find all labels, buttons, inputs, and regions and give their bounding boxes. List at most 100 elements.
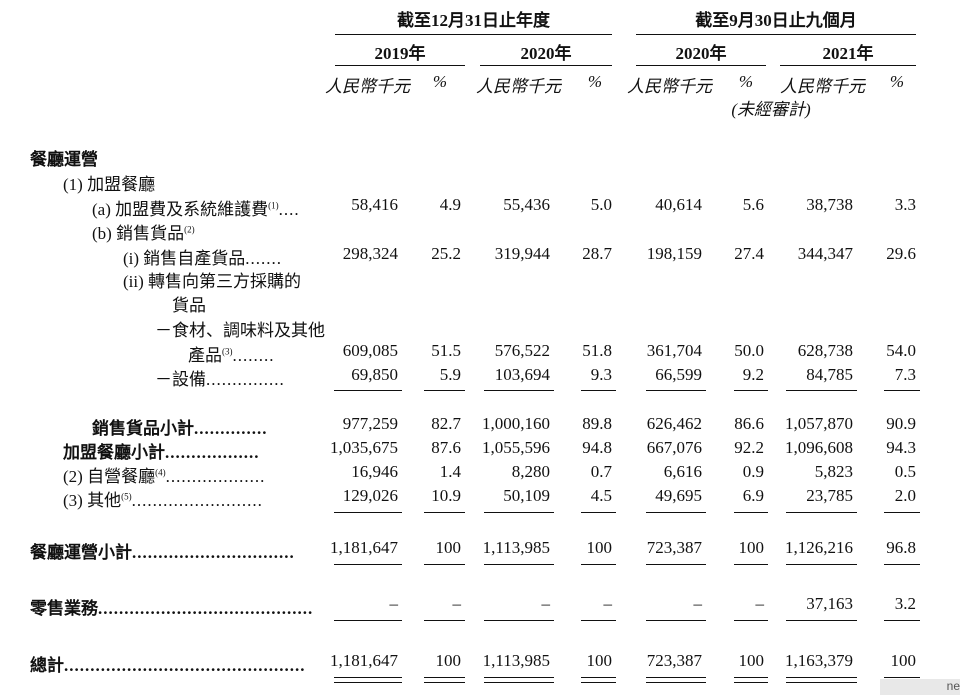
percent-cell: 27.4 — [734, 244, 764, 263]
percent-cell: – — [755, 594, 765, 613]
row-label: 零售業務....................................… — [30, 599, 314, 618]
percent-cell: 1.4 — [439, 462, 461, 481]
row-label: (1) 加盟餐廳 — [63, 175, 156, 194]
row-label: 加盟餐廳小計.................. — [63, 443, 260, 462]
percent-cell: 10.9 — [431, 486, 461, 505]
underline — [734, 620, 768, 621]
underline — [424, 512, 465, 513]
amount-cell: 1,000,160 — [482, 414, 550, 433]
amount-cell: 1,181,647 — [330, 651, 398, 670]
year-rule — [780, 65, 916, 66]
underline — [884, 620, 920, 621]
percent-cell: 4.5 — [590, 486, 612, 505]
underline — [334, 512, 402, 513]
underline — [884, 512, 920, 513]
amount-cell: 103,694 — [494, 365, 550, 384]
double-underline — [334, 677, 402, 683]
percent-cell: 25.2 — [431, 244, 461, 263]
underline — [646, 512, 706, 513]
percent-cell: 0.7 — [590, 462, 612, 481]
amount-cell: 50,109 — [503, 486, 550, 505]
amount-cell: 361,704 — [646, 341, 702, 360]
row-label: 餐廳運營 — [30, 150, 98, 169]
double-underline — [786, 677, 857, 683]
amount-cell: 576,522 — [494, 341, 550, 360]
unit-rmb: 人民幣千元 — [325, 77, 410, 96]
header-group-nine-months: 截至9月30日止九個月 — [695, 11, 857, 30]
percent-cell: 90.9 — [886, 414, 916, 433]
underline — [484, 564, 554, 565]
percent-cell: 7.3 — [894, 365, 916, 384]
header-group-annual: 截至12月31日止年度 — [397, 11, 550, 30]
amount-cell: 626,462 — [646, 414, 702, 433]
amount-cell: 5,823 — [814, 462, 853, 481]
underline — [734, 564, 768, 565]
row-label: 總計......................................… — [30, 656, 306, 675]
percent-cell: 100 — [738, 538, 765, 557]
percent-cell: 51.5 — [431, 341, 461, 360]
row-label: 產品(3)........ — [188, 346, 275, 365]
underline — [786, 390, 857, 391]
row-label: (b) 銷售貨品(2) — [92, 224, 195, 243]
percent-cell: 2.0 — [894, 486, 916, 505]
percent-cell: 4.9 — [439, 195, 461, 214]
amount-cell: 37,163 — [806, 594, 853, 613]
underline — [884, 390, 920, 391]
amount-cell: 1,126,216 — [785, 538, 853, 557]
percent-cell: 100 — [586, 651, 613, 670]
row-label: (a) 加盟費及系統維護費(1).... — [92, 200, 300, 219]
percent-cell: 5.0 — [590, 195, 612, 214]
double-underline — [581, 677, 616, 683]
amount-cell: – — [541, 594, 551, 613]
unit-pct: % — [738, 72, 754, 91]
underline — [581, 564, 616, 565]
amount-cell: 319,944 — [494, 244, 550, 263]
amount-cell: 723,387 — [646, 651, 702, 670]
amount-cell: 16,946 — [351, 462, 398, 481]
percent-cell: 100 — [890, 651, 917, 670]
year-rule — [636, 65, 766, 66]
header-rule — [335, 34, 612, 35]
amount-cell: 1,035,675 — [330, 438, 398, 457]
percent-cell: 89.8 — [582, 414, 612, 433]
percent-cell: 9.3 — [590, 365, 612, 384]
percent-cell: 5.9 — [439, 365, 461, 384]
underline — [786, 620, 857, 621]
underline — [734, 390, 768, 391]
unit-pct: % — [432, 72, 448, 91]
underline — [786, 512, 857, 513]
percent-cell: 92.2 — [734, 438, 764, 457]
percent-cell: 6.9 — [742, 486, 764, 505]
header-rule — [636, 34, 916, 35]
underline — [334, 564, 402, 565]
row-label: 銷售貨品小計.............. — [92, 419, 268, 438]
amount-cell: 1,163,379 — [785, 651, 853, 670]
underline — [334, 620, 402, 621]
underline — [646, 620, 706, 621]
double-underline — [424, 677, 465, 683]
underline — [334, 390, 402, 391]
percent-cell: 100 — [435, 538, 462, 557]
percent-cell: 94.3 — [886, 438, 916, 457]
underline — [581, 512, 616, 513]
year-rule — [335, 65, 465, 66]
amount-cell: 609,085 — [342, 341, 398, 360]
amount-cell: 1,181,647 — [330, 538, 398, 557]
underline — [484, 390, 554, 391]
percent-cell: 96.8 — [886, 538, 916, 557]
amount-cell: 1,113,985 — [482, 538, 550, 557]
double-underline — [646, 677, 706, 683]
year-rule — [480, 65, 612, 66]
amount-cell: 1,096,608 — [785, 438, 853, 457]
percent-cell: – — [452, 594, 462, 613]
percent-cell: 100 — [586, 538, 613, 557]
amount-cell: 66,599 — [655, 365, 702, 384]
underline — [581, 390, 616, 391]
amount-cell: 55,436 — [503, 195, 550, 214]
percent-cell: 5.6 — [742, 195, 764, 214]
year-2020-nine-months: 2020年 — [675, 44, 727, 63]
unit-rmb: 人民幣千元 — [780, 77, 865, 96]
percent-cell: 28.7 — [582, 244, 612, 263]
unit-rmb: 人民幣千元 — [476, 77, 561, 96]
